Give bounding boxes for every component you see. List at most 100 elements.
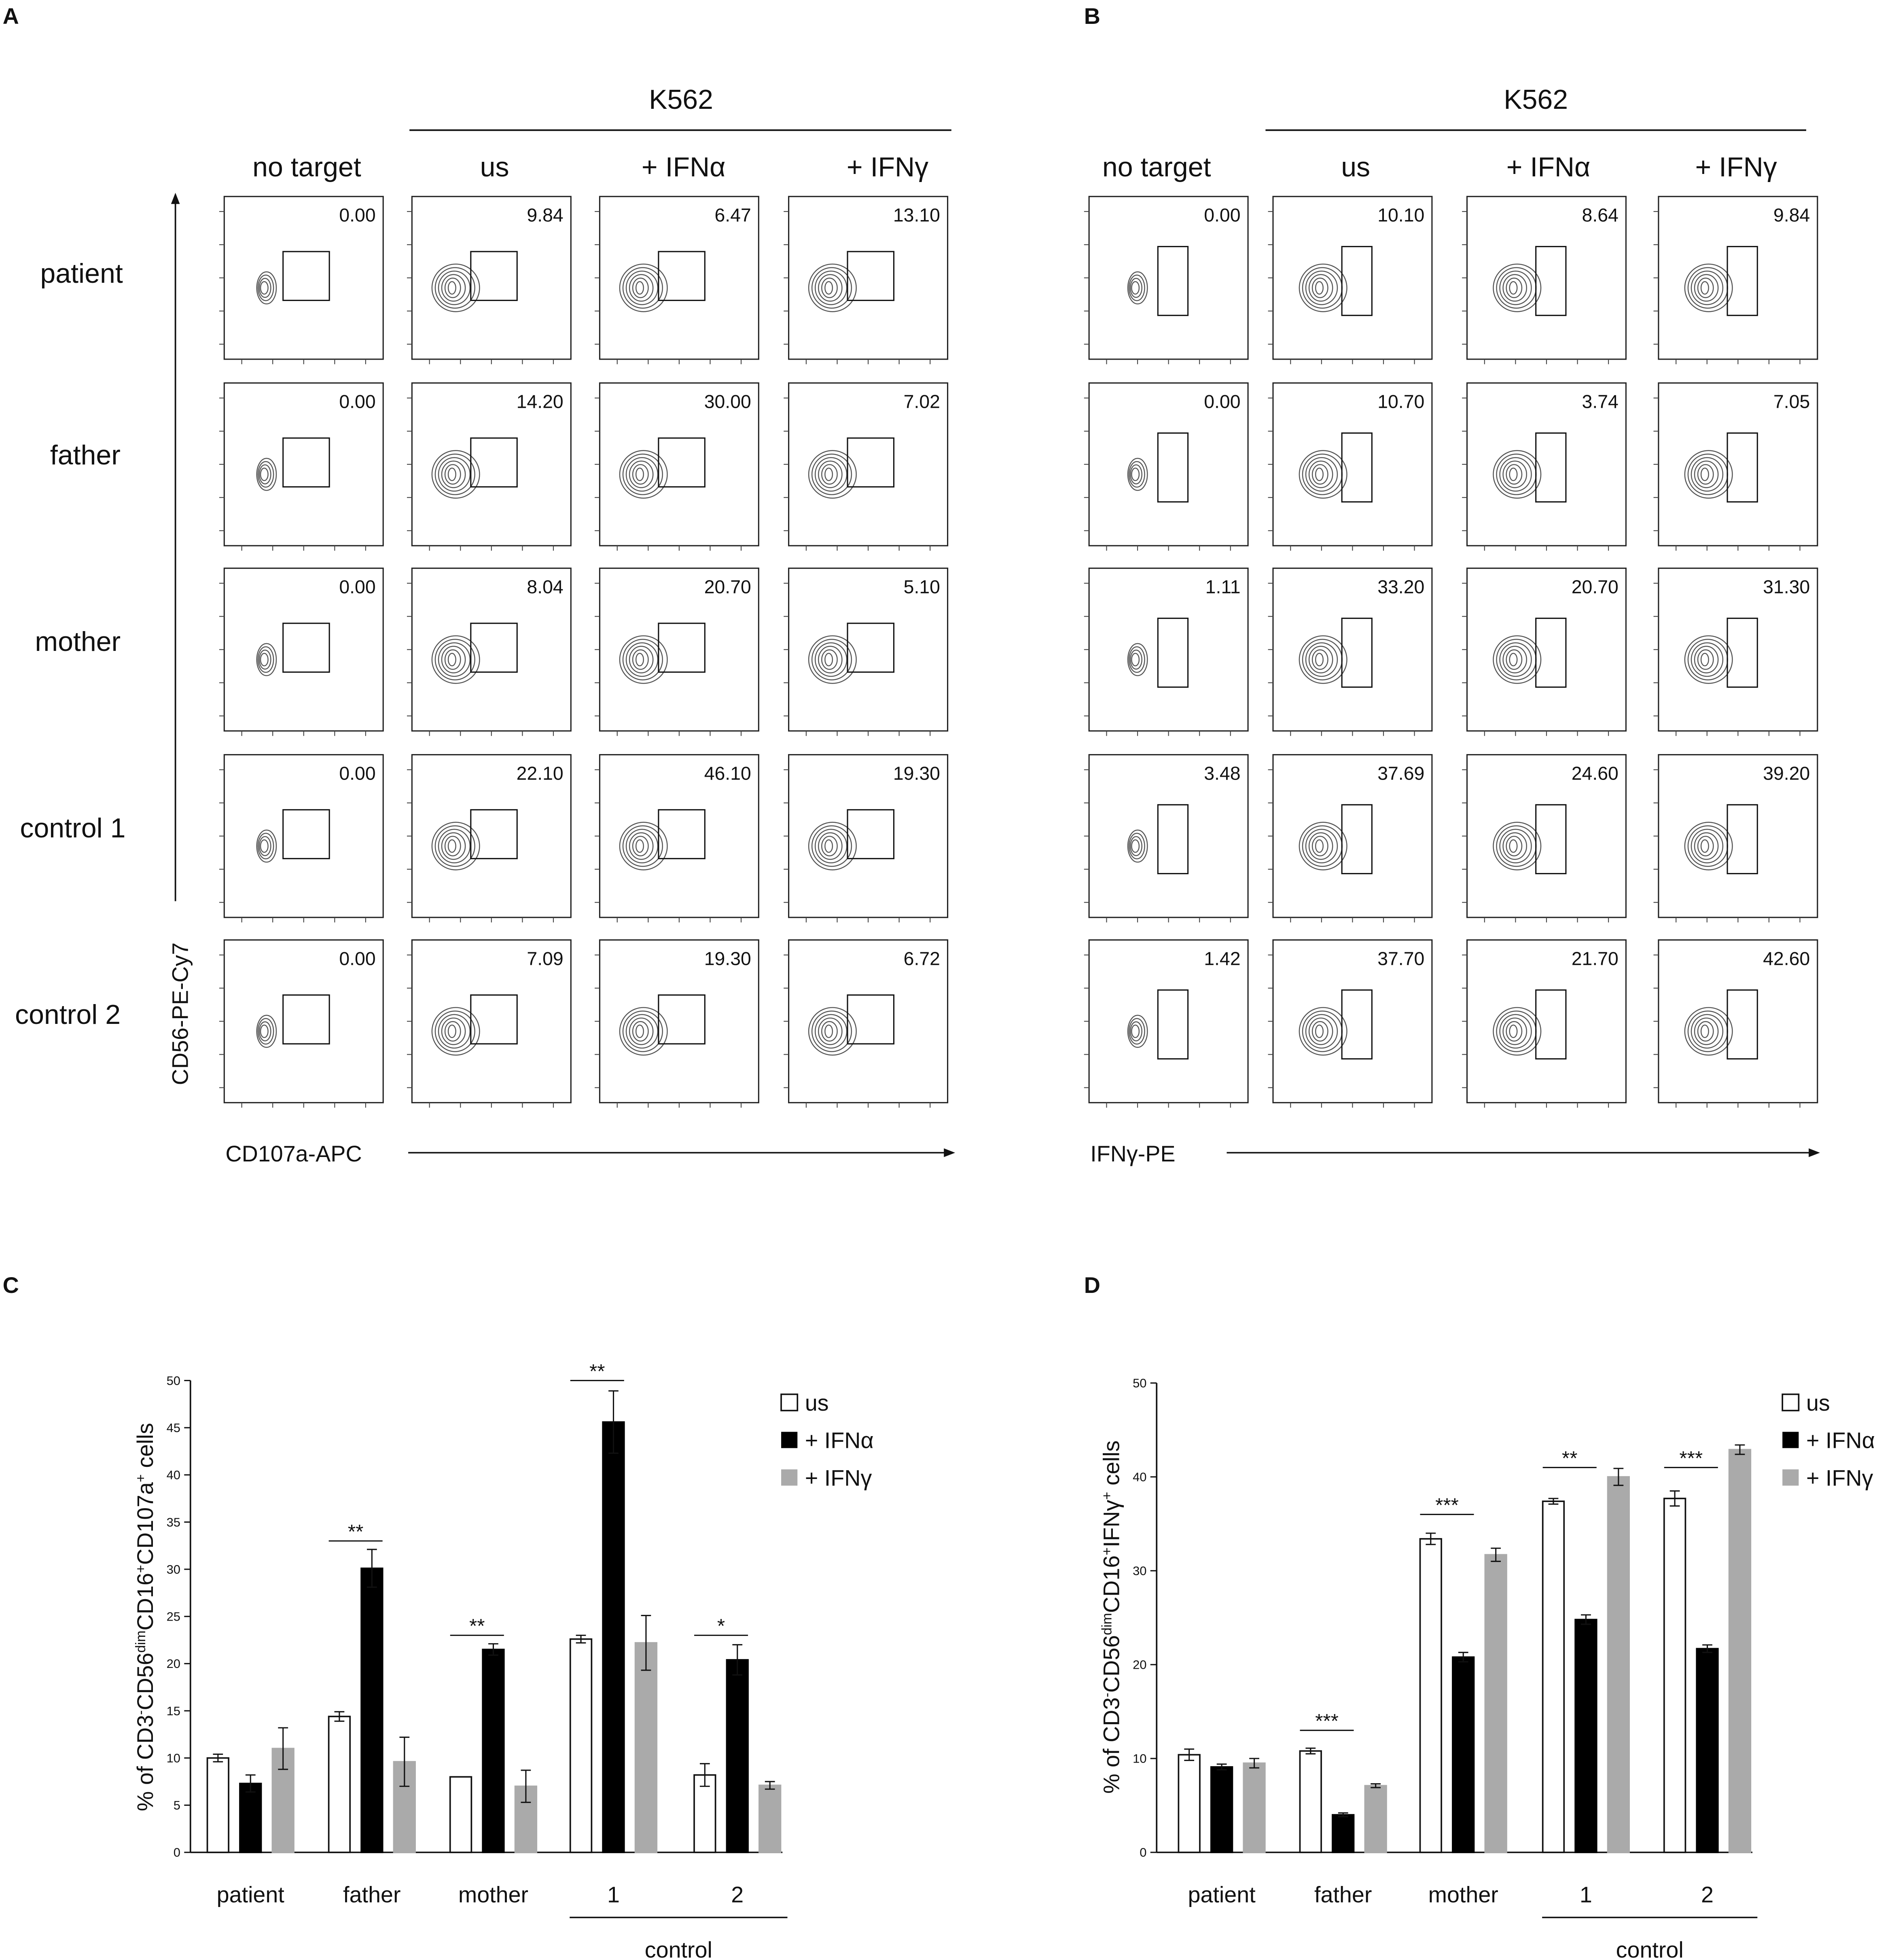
panel-letter-c: C <box>3 1273 19 1298</box>
significance-stars: ** <box>589 1360 605 1382</box>
contour-line <box>635 653 644 667</box>
flow-plot: 7.02 <box>784 382 949 551</box>
contour-line <box>1697 464 1714 485</box>
plot-frame <box>1658 939 1818 1104</box>
plot-frame <box>599 568 759 732</box>
contour-line <box>1684 822 1733 871</box>
gate-box <box>282 994 330 1045</box>
contour-line <box>1315 467 1324 481</box>
contour-line <box>1502 460 1527 488</box>
gate-box <box>1157 989 1189 1059</box>
contour-line <box>441 832 466 860</box>
contour-line <box>1127 271 1148 305</box>
contour-line <box>622 267 663 309</box>
contour-line <box>818 460 843 488</box>
contour-line <box>1299 263 1347 312</box>
plot-frame <box>1088 754 1249 918</box>
contour-line <box>1697 836 1714 856</box>
contour-line <box>1311 1021 1328 1042</box>
row-label-father: father <box>50 440 121 470</box>
plot-frame <box>411 754 572 918</box>
plot-frame <box>411 196 572 360</box>
flow-plot: 42.60 <box>1653 939 1818 1108</box>
gate-percentage: 10.70 <box>1377 391 1424 412</box>
contour-line <box>438 270 471 305</box>
x-category-label: father <box>343 1882 400 1907</box>
contour-line <box>635 281 644 295</box>
bar <box>602 1421 625 1853</box>
gate-box <box>470 251 518 301</box>
contour-line <box>1697 649 1714 670</box>
contour-line <box>1700 281 1709 295</box>
contour-line <box>625 457 659 492</box>
plot-frame <box>1272 568 1433 732</box>
panel-b-header-us: us <box>1341 152 1370 182</box>
panel-letter-a: A <box>3 4 19 29</box>
flow-plot: 46.10 <box>595 754 759 923</box>
contour-line <box>1502 646 1527 674</box>
contour-line <box>821 649 838 670</box>
gate-box <box>1535 246 1567 316</box>
contour-line <box>1697 278 1714 298</box>
contour-line <box>818 646 843 674</box>
panel-d-bar-chart: % of CD3-CD56dimCD16+IFNγ+ cells 0102030… <box>1099 1376 1875 1960</box>
gate-box <box>282 437 330 488</box>
contour-line <box>1311 278 1328 298</box>
contour-line <box>824 281 833 295</box>
plot-frame <box>411 382 572 547</box>
contour-line <box>1131 839 1140 853</box>
contour-line <box>811 267 852 309</box>
contour-line <box>1127 829 1148 863</box>
legend-label-ifng: + IFNγ <box>1806 1465 1873 1490</box>
gate-box <box>1341 432 1373 503</box>
panel-b-header-no-target: no target <box>1102 152 1211 182</box>
flow-plot: 33.20 <box>1268 568 1433 736</box>
contour-line <box>814 270 847 305</box>
contour-line <box>1694 646 1719 674</box>
panel-b-flow: K562 no target us + IFNα + IFNγ IFNγ-PE … <box>1084 84 1820 1166</box>
y-tick-label: 45 <box>167 1421 180 1435</box>
bar <box>1574 1619 1597 1853</box>
y-tick-label: 50 <box>1133 1376 1146 1390</box>
flow-plot: 20.70 <box>1462 568 1627 736</box>
panel-c-y-axis-label: % of CD3-CD56dimCD16+CD107a+ cells <box>133 1423 158 1811</box>
panel-a-y-axis-label: CD56-PE-Cy7 <box>168 943 193 1085</box>
contour-line <box>1684 263 1733 312</box>
gate-percentage: 10.10 <box>1377 205 1424 226</box>
plot-frame <box>788 382 949 547</box>
bar <box>449 1776 472 1853</box>
gate-box <box>847 809 895 859</box>
gate-percentage: 6.72 <box>904 948 940 969</box>
flow-plot: 8.04 <box>407 568 572 736</box>
contour-line <box>811 639 852 680</box>
gate-percentage: 14.20 <box>517 391 564 412</box>
flow-plot: 20.70 <box>595 568 759 736</box>
contour-line <box>447 839 456 853</box>
significance-stars: ** <box>469 1615 485 1637</box>
flow-plot: 0.00 <box>219 939 384 1108</box>
flow-plot: 1.42 <box>1084 939 1249 1108</box>
gate-percentage: 0.00 <box>1204 391 1240 412</box>
gate-box <box>1727 989 1758 1059</box>
contour-line <box>257 833 274 860</box>
contour-line <box>256 271 277 305</box>
gate-box <box>1535 989 1567 1059</box>
contour-line <box>1691 1014 1724 1049</box>
contour-line <box>260 839 269 853</box>
gate-box <box>1535 617 1567 688</box>
contour-line <box>824 1024 833 1038</box>
gate-box <box>1727 617 1758 688</box>
gate-box <box>658 251 705 301</box>
legend-swatch-ifna <box>1782 1432 1799 1448</box>
contour-line <box>1509 839 1518 853</box>
legend-label-ifna: + IFNα <box>805 1428 874 1453</box>
contour-line <box>811 453 852 495</box>
x-category-label: mother <box>458 1882 528 1907</box>
flow-plot: 22.10 <box>407 754 572 923</box>
contour-line <box>1694 460 1719 488</box>
contour-line <box>1308 274 1333 302</box>
flow-plot: 9.84 <box>1653 196 1818 364</box>
contour-line <box>256 829 277 863</box>
contour-line <box>821 836 838 856</box>
gate-percentage: 8.04 <box>527 576 563 597</box>
